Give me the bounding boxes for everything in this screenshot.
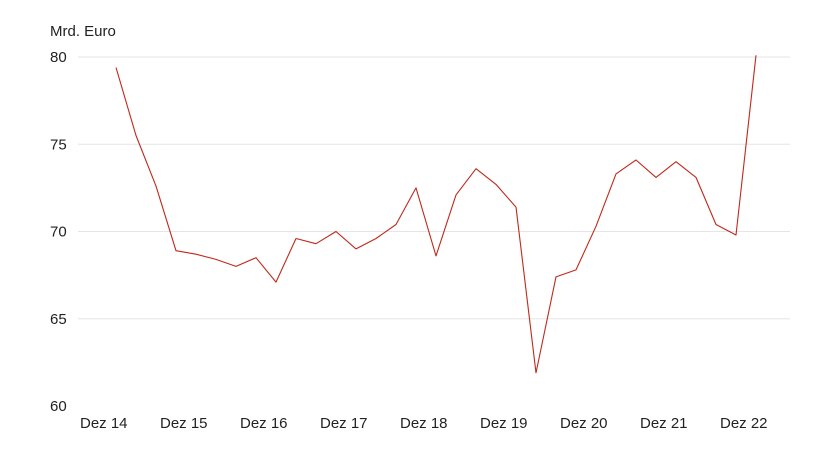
x-tick-label: Dez 17 [320,415,368,432]
x-axis-ticks: Dez 14 Dez 15 Dez 16 Dez 17 Dez 18 Dez 19 Dez … [80,415,768,432]
series-line [115,55,757,374]
x-tick-label: Dez 19 [480,415,528,432]
y-tick-label: 65 [50,311,67,328]
x-tick-label: Dez 16 [240,415,288,432]
gridlines [78,56,790,320]
x-tick-label: Dez 14 [80,415,128,432]
x-tick-label: Dez 21 [640,415,688,432]
y-tick-label: 60 [50,398,67,415]
x-tick-label: Dez 18 [400,415,448,432]
y-tick-label: 70 [50,224,67,241]
x-tick-label: Dez 22 [720,415,768,432]
x-tick-label: Dez 20 [560,415,608,432]
y-axis-unit-label: Mrd. Euro [50,23,116,40]
y-tick-label: 75 [50,136,67,153]
x-tick-label: Dez 15 [160,415,208,432]
y-tick-label: 80 [50,49,67,66]
y-axis-ticks: 60 65 70 75 80 [50,49,67,415]
